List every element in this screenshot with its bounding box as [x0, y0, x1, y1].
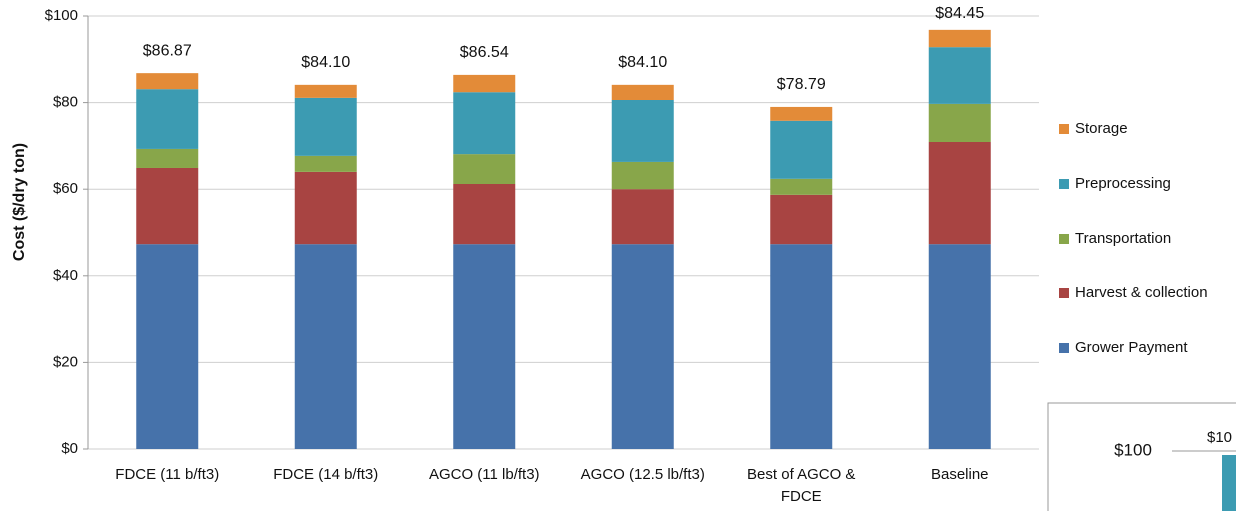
- bar-segment: [770, 106, 833, 121]
- legend-swatch: [1059, 124, 1069, 134]
- total-label: $84.45: [935, 5, 984, 22]
- inset-frame: [1047, 402, 1236, 511]
- bar-segment: [294, 244, 357, 449]
- bar-segment: [294, 84, 357, 98]
- y-tick-label: $60: [53, 180, 78, 197]
- bar-segment: [928, 47, 991, 104]
- legend-label: Transportation: [1075, 230, 1171, 247]
- legend-label: Storage: [1075, 120, 1128, 137]
- bar-segment: [611, 100, 674, 162]
- x-tick-label: Baseline: [930, 466, 989, 483]
- bar-segment: [611, 189, 674, 245]
- x-tick-label: Best of AGCO & FDCE: [747, 466, 856, 505]
- legend-swatch: [1059, 343, 1069, 353]
- bar-segment: [928, 103, 991, 143]
- legend-swatch: [1059, 179, 1069, 189]
- bar-segment: [136, 89, 199, 149]
- bar-segment: [770, 178, 833, 195]
- y-tick-label: $0: [61, 440, 78, 457]
- bar-segment: [611, 84, 674, 101]
- bar-segment: [136, 73, 199, 90]
- y-tick-label: $40: [53, 267, 78, 284]
- legend-label: Harvest & collection: [1075, 284, 1208, 301]
- x-tick-label: AGCO (11 lb/ft3): [428, 466, 540, 483]
- bar-segment: [611, 244, 674, 449]
- bar-segment: [770, 194, 833, 245]
- legend-swatch: [1059, 288, 1069, 298]
- legend-label: Preprocessing: [1075, 175, 1171, 192]
- bar-segment: [770, 244, 833, 449]
- bar-segment: [611, 161, 674, 190]
- bar-segment: [294, 97, 357, 156]
- bar-segment: [294, 171, 357, 245]
- bar-segment: [136, 148, 199, 168]
- bar-segment: [453, 92, 516, 155]
- bar-segment: [928, 29, 991, 48]
- y-tick-label: $100: [45, 7, 78, 24]
- bar-segment: [928, 142, 991, 245]
- legend-label: Grower Payment: [1075, 339, 1188, 356]
- inset-bar: [1222, 455, 1236, 511]
- x-tick-label: FDCE (11 b/ft3): [115, 466, 220, 483]
- x-tick-label: AGCO (12.5 lb/ft3): [580, 466, 705, 483]
- total-label: $86.54: [460, 44, 509, 61]
- y-axis-label: Cost ($/dry ton): [11, 143, 28, 261]
- y-tick-label: $80: [53, 94, 78, 111]
- total-label: $84.10: [301, 54, 350, 71]
- total-label: $78.79: [777, 76, 826, 93]
- inset: $100 $10: [1047, 402, 1236, 511]
- legend-swatch: [1059, 234, 1069, 244]
- inset-tick: $100: [1114, 440, 1152, 459]
- bar-segment: [136, 167, 199, 245]
- total-label: $86.87: [143, 42, 192, 59]
- bar-segment: [453, 154, 516, 185]
- bar-segment: [453, 244, 516, 449]
- bar-segment: [928, 244, 991, 449]
- bar-segment: [453, 184, 516, 245]
- bar-segment: [136, 244, 199, 449]
- bar-segment: [294, 155, 357, 172]
- inset-label: $10: [1207, 429, 1232, 446]
- bar-segment: [453, 74, 516, 93]
- total-label: $84.10: [618, 54, 667, 71]
- bar-segment: [770, 120, 833, 179]
- x-tick-label: FDCE (14 b/ft3): [273, 466, 379, 483]
- y-tick-label: $20: [53, 353, 78, 370]
